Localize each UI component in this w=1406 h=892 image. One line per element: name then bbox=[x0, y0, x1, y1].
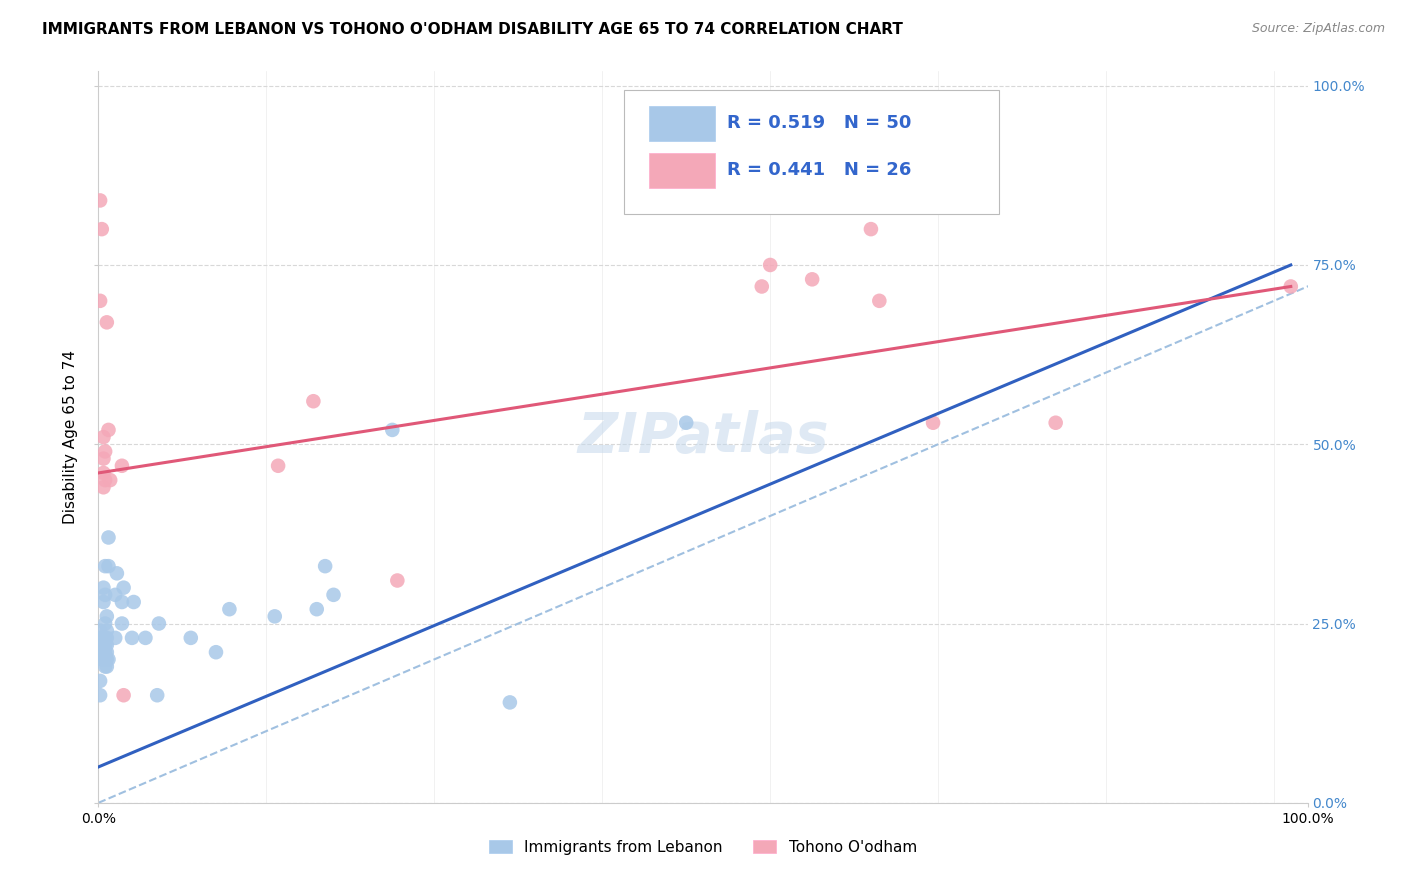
Point bbox=[742, 201, 765, 215]
Point bbox=[302, 394, 325, 409]
Point bbox=[94, 444, 117, 458]
Point bbox=[93, 466, 115, 480]
Point bbox=[90, 631, 112, 645]
Point bbox=[96, 624, 118, 638]
Point bbox=[104, 631, 127, 645]
Point bbox=[94, 645, 117, 659]
Point bbox=[89, 688, 111, 702]
Point bbox=[94, 559, 117, 574]
Point bbox=[93, 581, 115, 595]
Text: R = 0.519   N = 50: R = 0.519 N = 50 bbox=[727, 113, 911, 131]
Y-axis label: Disability Age 65 to 74: Disability Age 65 to 74 bbox=[63, 350, 79, 524]
Point bbox=[96, 659, 118, 673]
Legend: Immigrants from Lebanon, Tohono O'odham: Immigrants from Lebanon, Tohono O'odham bbox=[484, 834, 922, 861]
Point bbox=[89, 194, 111, 208]
Point bbox=[263, 609, 285, 624]
Point bbox=[111, 616, 134, 631]
Point bbox=[96, 645, 118, 659]
Point bbox=[93, 595, 115, 609]
FancyBboxPatch shape bbox=[624, 90, 1000, 214]
Point bbox=[94, 631, 117, 645]
Point bbox=[111, 458, 134, 473]
Point bbox=[89, 293, 111, 308]
FancyBboxPatch shape bbox=[648, 106, 716, 141]
Point bbox=[104, 588, 127, 602]
Point bbox=[96, 652, 118, 666]
Point bbox=[675, 416, 697, 430]
Point bbox=[1279, 279, 1302, 293]
Point bbox=[859, 222, 882, 236]
Point bbox=[305, 602, 328, 616]
Point bbox=[97, 423, 120, 437]
Point bbox=[801, 272, 824, 286]
Text: R = 0.441   N = 26: R = 0.441 N = 26 bbox=[727, 161, 911, 179]
Point bbox=[314, 559, 336, 574]
Point bbox=[90, 652, 112, 666]
Point bbox=[94, 652, 117, 666]
Point bbox=[94, 616, 117, 631]
Point bbox=[94, 588, 117, 602]
Point bbox=[205, 645, 228, 659]
Point bbox=[93, 645, 115, 659]
Point bbox=[180, 631, 202, 645]
Point bbox=[90, 222, 112, 236]
Point bbox=[267, 458, 290, 473]
Point bbox=[148, 616, 170, 631]
Point bbox=[134, 631, 156, 645]
Point bbox=[98, 473, 121, 487]
Point bbox=[89, 624, 111, 638]
Point bbox=[94, 659, 117, 673]
Point bbox=[146, 688, 169, 702]
Point bbox=[121, 631, 143, 645]
Point bbox=[93, 631, 115, 645]
Point bbox=[94, 638, 117, 652]
Point bbox=[94, 638, 117, 652]
Point bbox=[387, 574, 409, 588]
Point bbox=[751, 279, 773, 293]
Point bbox=[322, 588, 344, 602]
Point bbox=[89, 673, 111, 688]
Point bbox=[122, 595, 145, 609]
Point bbox=[97, 652, 120, 666]
Point bbox=[93, 480, 115, 494]
Point bbox=[112, 581, 135, 595]
Text: ZIPatlas: ZIPatlas bbox=[578, 410, 828, 464]
Text: Source: ZipAtlas.com: Source: ZipAtlas.com bbox=[1251, 22, 1385, 36]
Point bbox=[112, 688, 135, 702]
Point bbox=[89, 645, 111, 659]
FancyBboxPatch shape bbox=[648, 153, 716, 188]
Point bbox=[922, 416, 945, 430]
Point bbox=[93, 430, 115, 444]
Point bbox=[1045, 416, 1067, 430]
Point bbox=[381, 423, 404, 437]
Point bbox=[218, 602, 240, 616]
Point bbox=[499, 695, 522, 709]
Point bbox=[111, 595, 134, 609]
Point bbox=[96, 609, 118, 624]
Point bbox=[105, 566, 128, 581]
Point bbox=[94, 473, 117, 487]
Point bbox=[96, 638, 118, 652]
Point bbox=[96, 631, 118, 645]
Point bbox=[759, 258, 782, 272]
Point bbox=[96, 315, 118, 329]
Point bbox=[97, 531, 120, 545]
Point bbox=[868, 293, 890, 308]
Text: IMMIGRANTS FROM LEBANON VS TOHONO O'ODHAM DISABILITY AGE 65 TO 74 CORRELATION CH: IMMIGRANTS FROM LEBANON VS TOHONO O'ODHA… bbox=[42, 22, 903, 37]
Point bbox=[97, 559, 120, 574]
Point bbox=[93, 451, 115, 466]
